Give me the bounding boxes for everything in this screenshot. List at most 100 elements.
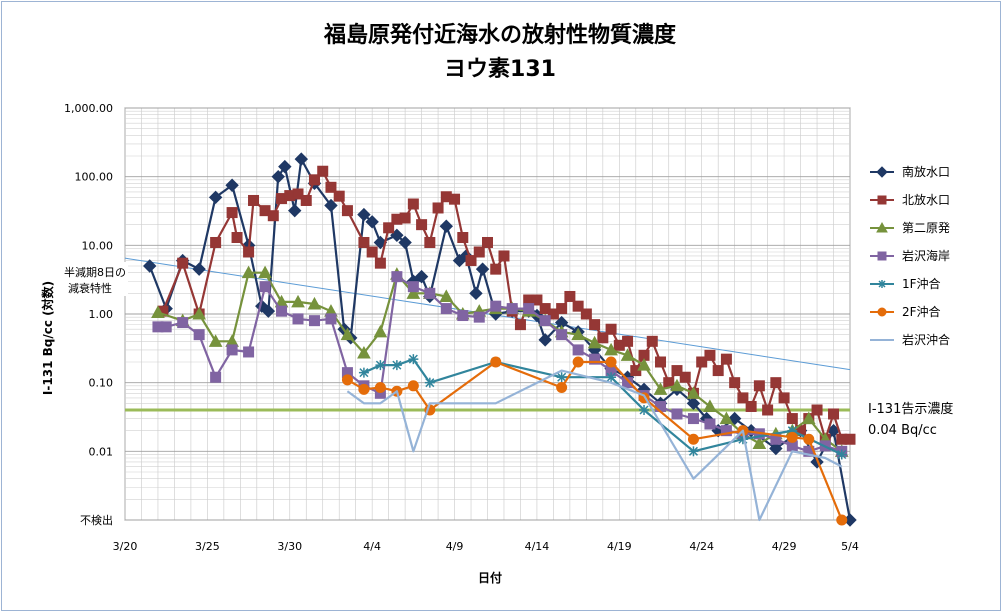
data-point-marker <box>556 303 568 315</box>
data-point-marker <box>556 382 568 394</box>
data-point-marker <box>340 327 355 341</box>
data-point-marker <box>687 433 699 445</box>
data-point-marker <box>226 344 238 356</box>
data-point-marker <box>208 190 223 205</box>
data-point-marker <box>457 232 469 244</box>
data-point-marker <box>439 289 454 302</box>
data-point-marker <box>424 377 435 388</box>
data-point-marker <box>407 281 419 293</box>
data-point-marker <box>406 286 421 299</box>
data-point-marker <box>836 514 848 526</box>
data-point-marker <box>398 235 412 250</box>
data-point-marker <box>671 408 683 420</box>
data-point-marker <box>712 365 724 377</box>
data-point-marker <box>276 305 288 317</box>
data-point-marker <box>383 222 395 234</box>
data-point-marker <box>762 404 774 416</box>
series-岩沢沖合 <box>346 369 843 522</box>
chart-title: 福島原発付近海水の放射性物質濃度 <box>323 22 677 48</box>
y-tick-label: 100.00 <box>75 171 114 184</box>
data-point-marker <box>399 212 411 224</box>
data-point-marker <box>292 188 304 200</box>
data-point-marker <box>307 296 322 310</box>
data-point-marker <box>231 232 243 244</box>
data-point-marker <box>192 262 206 276</box>
data-point-marker <box>580 308 592 320</box>
data-point-marker <box>469 286 483 301</box>
data-point-marker <box>366 246 378 258</box>
data-point-marker <box>786 431 798 443</box>
data-point-marker <box>606 372 617 383</box>
data-point-marker <box>752 436 767 450</box>
data-point-marker <box>637 358 651 371</box>
data-point-marker <box>308 315 320 327</box>
data-point-marker <box>589 353 601 365</box>
data-point-marker <box>358 236 370 248</box>
data-point-marker <box>720 425 732 437</box>
data-point-marker <box>671 365 683 377</box>
data-point-marker <box>514 319 526 331</box>
data-point-marker <box>490 356 502 368</box>
data-point-marker <box>482 236 493 248</box>
data-point-marker <box>424 236 436 248</box>
decay-note-bg <box>62 262 128 296</box>
data-point-marker <box>325 181 337 193</box>
data-point-marker <box>704 349 716 361</box>
data-point-marker <box>720 353 732 365</box>
data-point-marker <box>686 396 701 411</box>
decay-line-label-1: 半減期8日の <box>64 265 126 279</box>
data-point-marker <box>357 346 371 359</box>
x-tick-label: 4/14 <box>525 540 550 553</box>
data-point-marker <box>294 152 309 166</box>
legend-label: 北放水口 <box>902 192 950 207</box>
data-point-marker <box>556 329 568 341</box>
data-point-marker <box>333 190 345 202</box>
decay-line-label-2: 減衰特性 <box>68 281 112 295</box>
data-point-marker <box>506 303 518 315</box>
data-point-marker <box>604 342 618 356</box>
data-point-marker <box>639 404 650 415</box>
data-point-marker <box>490 263 502 275</box>
data-point-marker <box>729 377 741 389</box>
data-point-marker <box>278 159 292 174</box>
data-point-marker <box>226 207 238 219</box>
data-point-marker <box>745 400 757 412</box>
data-point-marker <box>151 305 165 319</box>
data-point-marker <box>564 290 576 302</box>
data-point-marker <box>271 169 285 184</box>
data-point-marker <box>210 371 222 383</box>
data-point-marker <box>597 332 609 344</box>
data-point-marker <box>160 321 172 333</box>
x-tick-label: 4/24 <box>689 540 714 553</box>
y-tick-label: 1,000.00 <box>64 102 113 115</box>
series-line <box>346 369 843 522</box>
series-group <box>143 152 857 527</box>
x-tick-label: 3/20 <box>113 540 138 553</box>
data-point-marker <box>737 392 749 404</box>
data-point-marker <box>622 335 634 347</box>
data-point-marker <box>208 334 223 347</box>
y-axis-label: I-131 Bq/cc (対数) <box>40 281 55 395</box>
data-point-marker <box>292 313 304 325</box>
data-point-marker <box>258 265 272 279</box>
data-point-marker <box>424 287 436 299</box>
y-tick-label: 0.10 <box>89 377 114 390</box>
data-point-marker <box>538 333 552 347</box>
data-point-marker <box>605 323 617 335</box>
data-point-marker <box>365 215 379 229</box>
data-point-marker <box>432 202 444 214</box>
data-point-marker <box>622 377 634 389</box>
legend-label: 岩沢海岸 <box>902 248 950 263</box>
data-point-marker <box>878 280 886 288</box>
series-line <box>346 360 843 521</box>
data-point-marker <box>753 380 765 392</box>
data-point-marker <box>291 294 305 308</box>
data-point-marker <box>374 257 386 269</box>
y-axis-ticks: 1,000.00 100.00 10.00 1.00 0.10 0.01 不検出 <box>64 102 113 527</box>
x-tick-label: 3/30 <box>277 540 302 553</box>
data-point-marker <box>572 344 584 356</box>
data-point-marker <box>572 356 584 368</box>
data-point-marker <box>357 207 371 222</box>
y-tick-label: 不検出 <box>80 513 113 527</box>
